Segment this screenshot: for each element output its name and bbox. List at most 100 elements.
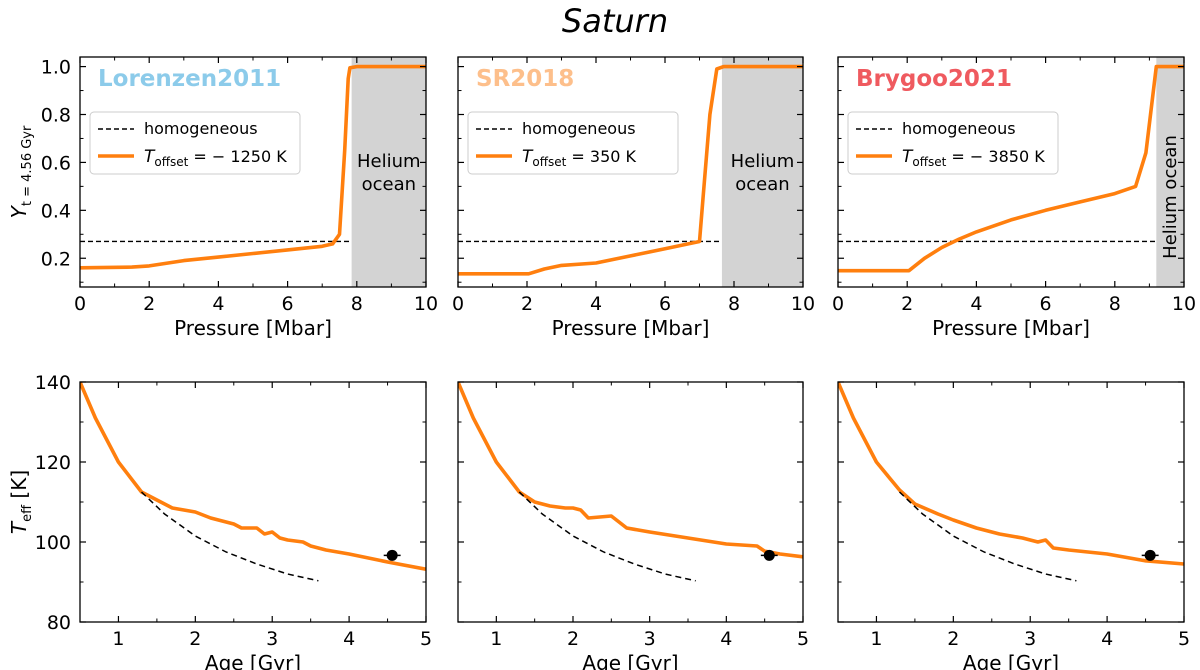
y-axis-label: Yt = 4.56 Gyr xyxy=(7,125,35,218)
y-tick-label: 0.8 xyxy=(41,105,71,127)
observation-point xyxy=(386,549,398,561)
x-tick-label: 1 xyxy=(870,628,882,650)
x-axis-label: Pressure [Mbar] xyxy=(552,316,710,340)
legend-t-symbol: T xyxy=(522,147,534,167)
legend-t-value: = − 3850 K xyxy=(946,147,1045,166)
legend-t-value: = − 1250 K xyxy=(188,147,287,166)
x-tick-label: 3 xyxy=(266,628,278,650)
y-tick-label: 0.6 xyxy=(41,152,71,174)
helium-ocean-region xyxy=(1156,57,1184,287)
y-tick-label: 100 xyxy=(35,532,71,554)
x-tick-label: 4 xyxy=(720,628,732,650)
x-tick-label: 2 xyxy=(947,628,959,650)
series-model-line xyxy=(838,382,1184,566)
legend-model-label: Toffset = 350 K xyxy=(522,147,637,169)
y-tick-label: 120 xyxy=(35,452,71,474)
plot-area xyxy=(458,382,803,582)
legend-t-symbol: T xyxy=(144,147,156,167)
plot-area xyxy=(80,382,426,582)
model-label: SR2018 xyxy=(476,66,574,92)
x-tick-label: 2 xyxy=(901,293,913,315)
series-homogeneous-line xyxy=(518,491,696,582)
legend-homogeneous-label: homogeneous xyxy=(902,119,1016,138)
panel-top-sr2018: 0 2 4 6 8 10 Pressure [Mbar] SR2018 homogeneous T… xyxy=(452,56,815,340)
x-axis-label: Age [Gyr] xyxy=(582,651,678,670)
legend-t-value: = 350 K xyxy=(566,147,636,166)
panel-frame xyxy=(457,381,804,623)
x-tick-label: 1 xyxy=(490,628,502,650)
x-tick-label: 5 xyxy=(1178,628,1190,650)
y-tick-label: 0.2 xyxy=(41,248,71,270)
y-axis-label-sub: t = 4.56 Gyr xyxy=(20,125,35,206)
y-axis-label-sub: eff xyxy=(20,504,35,522)
x-tick-label: 2 xyxy=(189,628,201,650)
legend: homogeneous Toffset = − 3850 K xyxy=(847,111,1059,175)
x-tick-label: 0 xyxy=(832,293,844,315)
x-tick-label: 2 xyxy=(567,628,579,650)
x-tick-label: 4 xyxy=(212,293,224,315)
x-tick-label: 0 xyxy=(74,293,86,315)
x-tick-label: 0 xyxy=(452,293,464,315)
panel-frame xyxy=(837,381,1185,623)
x-tick-label: 5 xyxy=(420,628,432,650)
y-tick-label: 140 xyxy=(35,372,71,394)
legend-frame xyxy=(467,111,679,175)
figure-title: Saturn xyxy=(562,2,668,40)
x-tick-label: 6 xyxy=(282,293,294,315)
legend-homogeneous-label: homogeneous xyxy=(522,119,636,138)
x-tick-label: 6 xyxy=(1040,293,1052,315)
y-axis-label-main: Y xyxy=(7,204,31,218)
legend-t-symbol: T xyxy=(902,147,914,167)
helium-ocean-region xyxy=(721,57,803,287)
plot-area xyxy=(80,57,426,287)
series-model-line xyxy=(80,382,426,571)
helium-ocean-label-line1: Helium xyxy=(731,151,795,172)
x-tick-label: 10 xyxy=(414,293,438,315)
x-axis-label: Age [Gyr] xyxy=(205,651,301,670)
helium-ocean-label: Helium ocean xyxy=(1160,135,1181,259)
y-tick-label: 80 xyxy=(47,612,71,634)
x-tick-label: 2 xyxy=(143,293,155,315)
series-model-line xyxy=(458,64,803,276)
legend-model-label: Toffset = − 1250 K xyxy=(144,147,287,169)
legend-model-label: Toffset = − 3850 K xyxy=(902,147,1045,169)
legend-t-subscript: offset xyxy=(532,155,566,169)
series-homogeneous-line xyxy=(140,491,319,582)
series-model-line xyxy=(458,382,803,559)
x-tick-label: 8 xyxy=(1109,293,1121,315)
x-axis-label: Pressure [Mbar] xyxy=(932,316,1090,340)
helium-ocean-label-line2: ocean xyxy=(735,174,789,195)
model-label: Brygoo2021 xyxy=(856,66,1012,92)
plot-area xyxy=(838,382,1184,582)
x-axis-label: Pressure [Mbar] xyxy=(174,316,332,340)
legend-t-subscript: offset xyxy=(154,155,188,169)
y-tick-label: 1.0 xyxy=(41,57,71,79)
panel-top-brygoo2021: 0 2 4 6 8 10 Pressure [Mbar] Brygoo2021 homogene… xyxy=(832,56,1196,340)
plot-area xyxy=(838,57,1184,287)
plot-area xyxy=(458,57,803,287)
panel-bottom-brygoo2021: 1 2 3 4 5 Age [Gyr] xyxy=(837,381,1190,670)
y-tick-label: 0.4 xyxy=(41,200,71,222)
helium-ocean-region xyxy=(351,57,426,287)
x-tick-label: 8 xyxy=(728,293,740,315)
y-axis-label: Teff [K] xyxy=(7,470,35,534)
panel-bottom-sr2018: 1 2 3 4 5 Age [Gyr] xyxy=(457,381,809,670)
x-tick-label: 4 xyxy=(970,293,982,315)
legend: homogeneous Toffset = 350 K xyxy=(467,111,679,175)
x-tick-label: 3 xyxy=(1024,628,1036,650)
x-tick-label: 8 xyxy=(351,293,363,315)
observation-point xyxy=(1144,549,1156,561)
x-tick-label: 4 xyxy=(590,293,602,315)
model-label: Lorenzen2011 xyxy=(98,66,281,92)
series-homogeneous-line xyxy=(898,491,1077,582)
panel-top-lorenzen2011: 0 2 4 6 8 10 0.2 0.4 0.6 0.8 1.0 Pressure [Mbar] Yt … xyxy=(7,56,438,340)
observation-point xyxy=(763,549,775,561)
legend-frame xyxy=(89,111,301,175)
helium-ocean-label-line1: Helium xyxy=(357,151,421,172)
x-tick-label: 2 xyxy=(521,293,533,315)
x-tick-label: 10 xyxy=(791,293,815,315)
x-tick-label: 5 xyxy=(797,628,809,650)
helium-ocean-label-line2: ocean xyxy=(362,174,416,195)
